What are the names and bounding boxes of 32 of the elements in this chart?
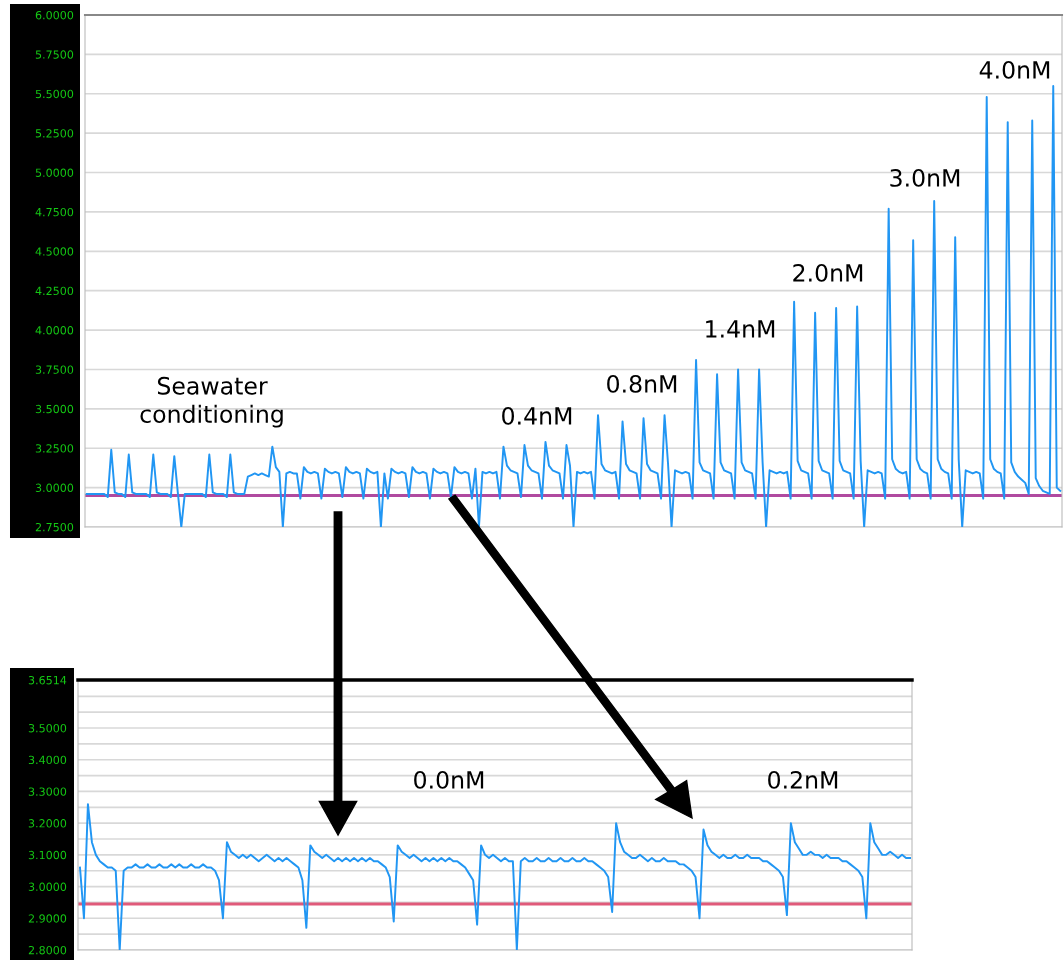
y-tick-label: 3.2000 [28,819,67,828]
annotation: 0.2nM [768,770,838,789]
y-tick-label: 3.1000 [28,850,67,860]
annotation: 0.0nM [414,770,484,789]
y-tick-label: 3.0000 [28,882,67,891]
y-tick-label: 3.5000 [28,723,67,733]
annotation: 0.8nM [607,374,677,393]
y-tick-label: 4.2500 [35,286,74,296]
y-tick-label: 3.3000 [28,787,67,796]
annotation: 2.0nM [793,263,863,282]
y-tick-label: 6.0000 [35,10,74,20]
y-tick-label: 3.4000 [28,755,67,765]
y-tick-label: 3.5000 [35,404,74,414]
y-tick-label: 4.0000 [35,326,74,335]
y-tick-label: 5.2500 [35,129,74,138]
y-tick-label: 2.7500 [35,522,74,532]
annotation: 4.0nM [979,60,1050,79]
annotation: 1.4nM [706,320,775,338]
annotation: 3.0nM [890,168,960,187]
y-tick-label: 4.5000 [35,247,74,256]
y-tick-label: 2.9000 [28,914,67,923]
y-tick-label: 5.7500 [35,50,74,59]
annotation: 0.4nM [502,406,572,425]
annotation: Seawater conditioning [140,376,283,428]
y-tick-label: 2.8000 [28,945,67,955]
y-tick-label: 4.7500 [35,207,74,217]
y-tick-label: 3.6514 [28,675,67,685]
y-tick-label: 3.2500 [35,444,74,453]
y-tick-label: 3.7500 [35,365,74,374]
y-tick-label: 5.0000 [35,168,74,177]
y-tick-label: 3.0000 [35,483,74,492]
y-tick-label: 5.5000 [35,89,74,99]
